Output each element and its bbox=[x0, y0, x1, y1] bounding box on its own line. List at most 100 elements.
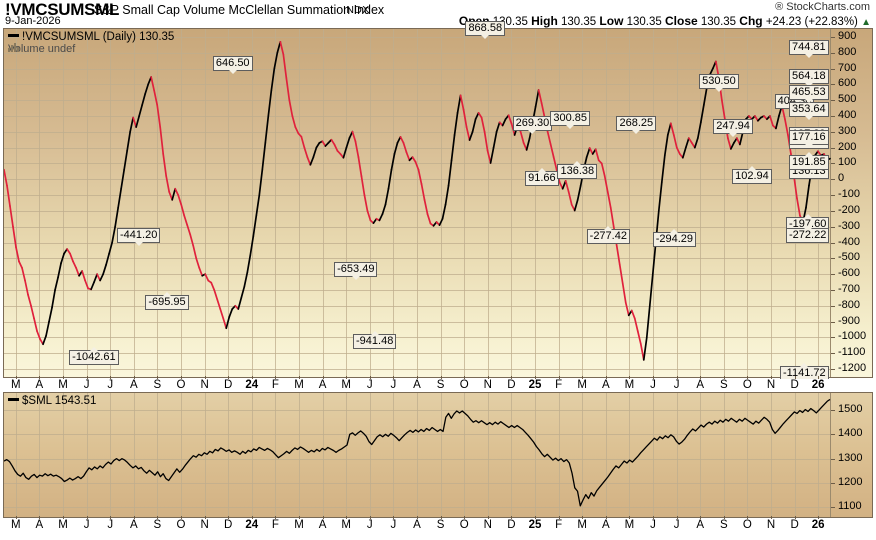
x-axis-tick-mark bbox=[157, 376, 159, 379]
x-axis-tick-mark bbox=[86, 376, 88, 379]
data-point-callout: 353.64 bbox=[789, 102, 829, 121]
x-axis-tick-mark bbox=[228, 516, 230, 519]
x-axis-tick-mark bbox=[629, 516, 631, 519]
x-axis-tick-mark bbox=[723, 376, 725, 379]
x-axis-tick-label: A bbox=[129, 379, 138, 391]
x-axis-tick-mark bbox=[676, 516, 678, 519]
x-axis-tick-mark bbox=[251, 516, 253, 519]
y-axis-tick-mark bbox=[831, 132, 835, 133]
symbol-ticker: !VMCSUMSML bbox=[5, 0, 120, 19]
y-axis-tick-mark bbox=[831, 84, 835, 85]
y-axis-tick-label: -1000 bbox=[838, 330, 867, 343]
main-legend: !VMCSUMSML (Daily) 130.35 bbox=[8, 31, 174, 43]
x-axis-tick-label: O bbox=[459, 379, 469, 391]
data-point-callout: -441.20 bbox=[117, 228, 161, 247]
x-axis-tick-mark bbox=[204, 516, 206, 519]
x-axis-tick-mark bbox=[15, 516, 17, 519]
callout-tail-icon bbox=[804, 54, 813, 59]
x-axis-tick-mark bbox=[629, 376, 631, 379]
x-axis-tick-label: N bbox=[766, 519, 776, 531]
x-axis-tick-mark bbox=[181, 376, 182, 379]
y-axis-tick-label: 1500 bbox=[838, 403, 863, 416]
x-axis-tick-mark bbox=[487, 516, 489, 519]
y-axis-tick-label: 100 bbox=[838, 156, 857, 169]
callout-tail-icon bbox=[803, 225, 812, 230]
x-axis-tick-label: F bbox=[271, 379, 279, 391]
line-swatch-icon bbox=[8, 34, 19, 38]
x-axis-tick-label: J bbox=[390, 519, 397, 531]
x-axis-tick-label: N bbox=[766, 379, 776, 391]
x-axis-tick-mark bbox=[794, 376, 796, 379]
y-axis-tick-mark bbox=[831, 116, 835, 117]
y-axis-tick-label: -100 bbox=[838, 188, 861, 201]
lower-chart-panel[interactable]: $SML 1543.51 1500 1400 1300 1200 1100 bbox=[3, 392, 873, 518]
data-point-callout: 465.53 bbox=[789, 84, 829, 103]
chart-header: !VMCSUMSML S&P Small Cap Volume McClella… bbox=[0, 0, 876, 28]
low-value: 130.35 bbox=[626, 16, 662, 28]
y-axis-tick-label: 500 bbox=[838, 93, 857, 106]
callout-tail-icon bbox=[351, 275, 360, 280]
y-axis-tick-mark bbox=[831, 410, 835, 411]
callout-tail-icon bbox=[804, 144, 813, 149]
main-chart-panel[interactable]: !VMCSUMSML (Daily) 130.35 Volume undef 9… bbox=[3, 20, 873, 381]
lower-plot-area[interactable] bbox=[4, 393, 872, 517]
lower-legend-text: $SML 1543.51 bbox=[22, 395, 97, 407]
x-axis-tick-mark bbox=[346, 376, 348, 379]
x-axis-tick-label: 24 bbox=[245, 379, 259, 391]
x-axis-tick-label: S bbox=[153, 519, 162, 531]
data-point-callout: 646.50 bbox=[212, 56, 253, 74]
x-axis-tick-label: O bbox=[742, 379, 752, 391]
y-axis-tick-mark bbox=[831, 507, 835, 508]
y-axis-tick-label: 1200 bbox=[838, 475, 863, 488]
callout-tail-icon bbox=[632, 129, 641, 134]
x-axis-tick-label: A bbox=[35, 519, 44, 531]
data-point-callout: 530.50 bbox=[699, 74, 739, 93]
close-label: Close bbox=[665, 14, 698, 28]
x-axis-tick-label: S bbox=[719, 379, 728, 391]
y-axis-tick-label: 300 bbox=[838, 124, 857, 137]
x-axis-tick-mark bbox=[322, 376, 324, 379]
x-axis-tick-mark bbox=[747, 376, 749, 379]
callout-tail-icon bbox=[573, 160, 582, 165]
x-axis-tick-mark bbox=[417, 376, 418, 379]
x-axis-tick-mark bbox=[676, 376, 678, 379]
main-plot-area[interactable] bbox=[4, 29, 872, 377]
x-axis-tick-label: M bbox=[294, 379, 304, 391]
x-axis-tick-label: J bbox=[366, 379, 373, 391]
x-axis-tick-label: D bbox=[790, 519, 799, 531]
callout-tail-icon bbox=[566, 124, 575, 129]
x-axis-tick-label: S bbox=[153, 379, 162, 391]
x-axis-tick-mark bbox=[535, 376, 536, 379]
y-axis-tick-mark bbox=[831, 211, 835, 212]
x-axis-tick-label: M bbox=[294, 519, 304, 531]
main-legend-text: !VMCSUMSML (Daily) 130.35 bbox=[22, 31, 175, 43]
data-point-callout: 191.85 bbox=[789, 151, 829, 170]
x-axis-tick-mark bbox=[511, 516, 513, 519]
x-axis-tick-label: A bbox=[318, 519, 327, 531]
data-point-callout: -272.22 bbox=[786, 225, 830, 244]
x-axis-tick-mark bbox=[39, 376, 41, 379]
x-axis-tick-mark bbox=[818, 376, 820, 379]
callout-tail-icon bbox=[800, 362, 809, 367]
callout-tail-icon bbox=[528, 129, 537, 134]
x-axis-tick-mark bbox=[417, 516, 418, 519]
y-axis-tick-label: -200 bbox=[838, 203, 861, 216]
x-axis-tick-mark bbox=[771, 516, 772, 519]
x-axis-tick-mark bbox=[535, 516, 536, 519]
x-axis-tick-mark bbox=[204, 376, 206, 379]
x-axis-tick-label: M bbox=[11, 519, 21, 531]
x-axis-tick-mark bbox=[794, 516, 796, 519]
x-axis-tick-mark bbox=[818, 516, 820, 519]
x-axis-tick-label: M bbox=[341, 379, 351, 391]
x-axis-tick-label: 25 bbox=[528, 519, 542, 531]
y-axis-tick-label: 400 bbox=[838, 109, 857, 121]
y-axis-tick-label: -300 bbox=[838, 219, 861, 232]
y-axis-tick-label: 1300 bbox=[838, 451, 863, 464]
y-axis-tick-mark bbox=[831, 258, 835, 259]
data-point-callout: -1042.61 bbox=[69, 347, 119, 366]
y-axis-tick-mark bbox=[831, 353, 835, 354]
x-axis-tick-label: J bbox=[673, 379, 680, 391]
y-axis-tick-label: 900 bbox=[838, 29, 857, 42]
x-axis-tick-label: D bbox=[224, 379, 233, 391]
